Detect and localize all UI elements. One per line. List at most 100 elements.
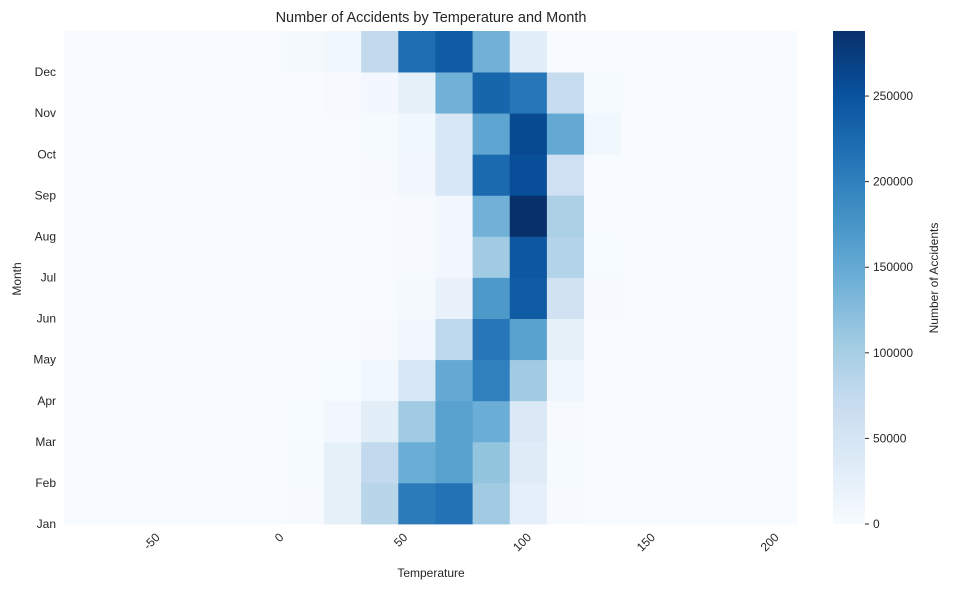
y-tick-label: May xyxy=(33,353,56,367)
heatmap-cell xyxy=(584,318,622,361)
heatmap-cell xyxy=(621,154,659,196)
heatmap-cell xyxy=(64,359,102,402)
heatmap-cell xyxy=(249,400,288,443)
heatmap-cell xyxy=(101,400,139,443)
x-tick-label: -50 xyxy=(141,530,163,552)
heatmap-cell xyxy=(769,154,798,196)
colorbar xyxy=(833,31,865,524)
heatmap-cell xyxy=(249,31,288,73)
heatmap-cell xyxy=(732,31,771,73)
heatmap-cell xyxy=(769,277,798,319)
heatmap-cell xyxy=(101,72,139,114)
heatmap-cell xyxy=(212,359,251,402)
heatmap-cell xyxy=(621,318,659,361)
heatmap-cell xyxy=(546,277,585,319)
heatmap-cell xyxy=(398,441,436,484)
heatmap-cell xyxy=(435,400,473,443)
heatmap-cell xyxy=(249,318,288,361)
heatmap-cell xyxy=(769,113,798,155)
heatmap-cell xyxy=(175,400,213,443)
heatmap-cell xyxy=(658,195,696,237)
heatmap-cell xyxy=(472,154,511,196)
heatmap-cell xyxy=(509,72,548,114)
heatmap-cell xyxy=(286,359,325,402)
heatmap-cell xyxy=(472,482,511,525)
heatmap-cell xyxy=(361,113,399,155)
heatmap-cell xyxy=(546,359,585,402)
heatmap-cell xyxy=(101,113,139,155)
heatmap-cell xyxy=(695,113,734,155)
heatmap-cell xyxy=(212,154,251,196)
y-tick-label: Jun xyxy=(37,312,56,326)
heatmap-cell xyxy=(175,31,213,73)
colorbar-ticks: 0 50000 100000 150000 200000 250000 xyxy=(865,89,913,531)
heatmap-cell xyxy=(361,31,399,73)
heatmap-cell xyxy=(64,318,102,361)
heatmap-cell xyxy=(546,154,585,196)
heatmap-cell xyxy=(101,236,139,278)
heatmap-cell xyxy=(64,113,102,155)
heatmap-cell xyxy=(546,441,585,484)
heatmap-cell xyxy=(286,72,325,114)
heatmap-cell xyxy=(249,441,288,484)
heatmap-cell xyxy=(546,236,585,278)
heatmap-cell xyxy=(361,154,399,196)
heatmap-cell xyxy=(621,359,659,402)
heatmap-cell xyxy=(101,318,139,361)
heatmap-cell xyxy=(472,31,511,73)
heatmap-cell xyxy=(398,113,436,155)
heatmap-cell xyxy=(584,441,622,484)
heatmap-cell xyxy=(101,154,139,196)
heatmap-cell xyxy=(286,400,325,443)
heatmap-cell xyxy=(435,195,473,237)
heatmap-cell xyxy=(324,31,362,73)
heatmap-cell xyxy=(509,113,548,155)
heatmap-cell xyxy=(138,31,176,73)
heatmap-cell xyxy=(361,441,399,484)
heatmap-cell xyxy=(175,154,213,196)
heatmap-cell xyxy=(101,277,139,319)
heatmap-cell xyxy=(658,277,696,319)
heatmap-cell xyxy=(64,31,102,73)
heatmap-cell xyxy=(509,277,548,319)
heatmap-cell xyxy=(398,154,436,196)
y-tick-label: Jan xyxy=(37,517,56,531)
heatmap-cell xyxy=(769,72,798,114)
heatmap-cell xyxy=(435,154,473,196)
heatmap-cell xyxy=(101,441,139,484)
heatmap-cell xyxy=(175,441,213,484)
heatmap-cell xyxy=(546,400,585,443)
heatmap-cell xyxy=(138,400,176,443)
heatmap-cell xyxy=(732,154,771,196)
heatmap-cell xyxy=(732,72,771,114)
heatmap-cell xyxy=(472,113,511,155)
heatmap-cell xyxy=(398,236,436,278)
heatmap-cell xyxy=(249,277,288,319)
y-tick-label: Oct xyxy=(37,147,56,161)
heatmap-cell xyxy=(249,154,288,196)
heatmap-cell xyxy=(732,195,771,237)
heatmap-cell xyxy=(324,113,362,155)
heatmap-cell xyxy=(361,400,399,443)
heatmap-cell xyxy=(472,236,511,278)
heatmap-cell xyxy=(398,318,436,361)
colorbar-tick-label: 0 xyxy=(873,517,880,531)
heatmap-cell xyxy=(212,72,251,114)
heatmap-cell xyxy=(658,236,696,278)
heatmap-cell xyxy=(435,113,473,155)
y-tick-label: Mar xyxy=(35,435,56,449)
heatmap-cell xyxy=(732,236,771,278)
heatmap-cell xyxy=(138,359,176,402)
heatmap-cell xyxy=(324,72,362,114)
heatmap-cell xyxy=(175,318,213,361)
y-tick-label: Aug xyxy=(35,229,56,243)
heatmap-cell xyxy=(398,359,436,402)
heatmap-cell xyxy=(138,318,176,361)
heatmap-cell xyxy=(695,236,734,278)
heatmap-cell xyxy=(324,482,362,525)
heatmap-cell xyxy=(546,482,585,525)
heatmap-cell xyxy=(249,482,288,525)
colorbar-tick-label: 150000 xyxy=(873,260,913,274)
heatmap-cell xyxy=(361,359,399,402)
